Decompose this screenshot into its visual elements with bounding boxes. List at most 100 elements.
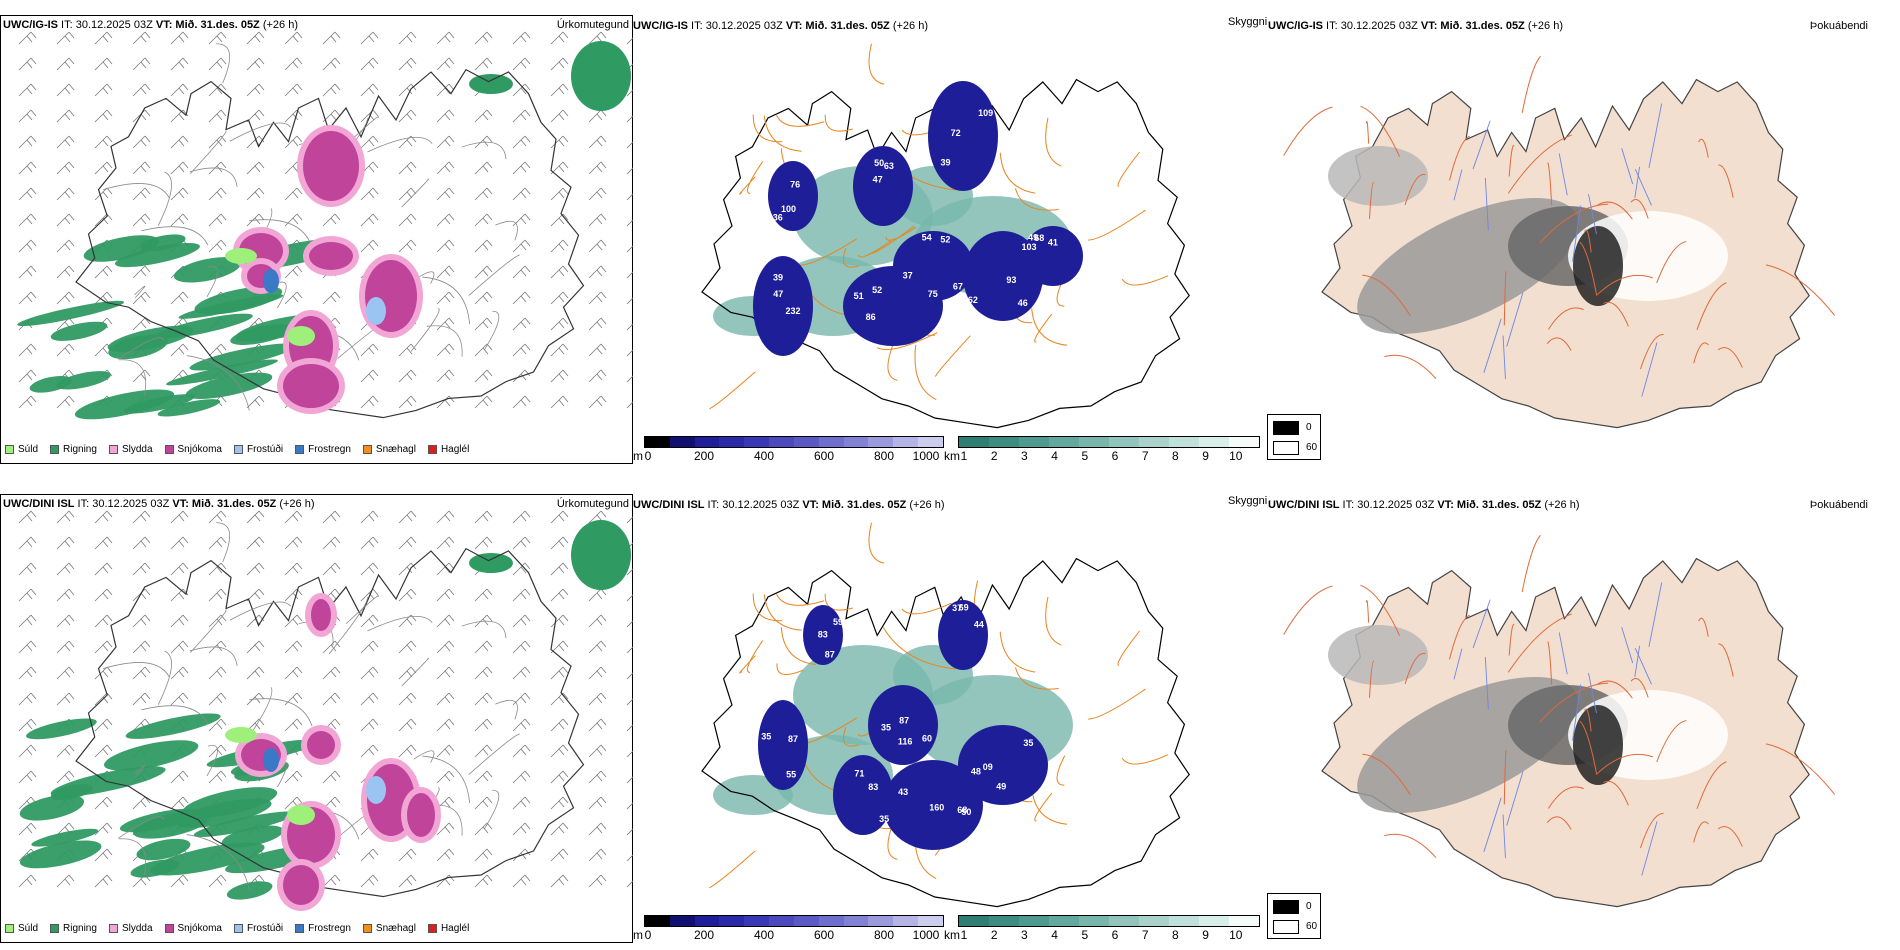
ceiling-height-label: 75 <box>928 289 938 299</box>
ceiling-visibility-map-panel: UWC/DINI ISL IT: 30.12.2025 03Z VT: Mið.… <box>633 495 1267 915</box>
legend-label: Snjókoma <box>177 923 222 934</box>
model-name: UWC/DINI ISL <box>3 498 75 510</box>
colorbar-step <box>843 916 869 926</box>
fog-legend-dark-label: 0 <box>1306 901 1312 912</box>
legend-swatch <box>233 445 243 454</box>
colorbar-step <box>893 437 919 447</box>
legend-item: Rigning <box>50 444 97 455</box>
legend-swatch <box>295 445 305 454</box>
legend-label: Rigning <box>63 923 97 934</box>
wind-barbs <box>18 510 633 888</box>
ceiling-height-label: 47 <box>873 175 883 185</box>
fog-indicator-map <box>1283 55 1836 429</box>
colorbar-step <box>1169 437 1199 447</box>
fog-legend-light-swatch <box>1273 441 1299 455</box>
precip-type-legend: Súld Rigning Slydda Snjókoma Frostúði Frostre… <box>5 923 469 934</box>
ceiling-height-label: 60 <box>922 733 932 743</box>
colorbar-tick: 4 <box>1051 928 1058 942</box>
legend-item: Snæhagl <box>362 923 416 934</box>
fog-shading <box>1328 146 1728 335</box>
colorbar-tick: 1 <box>960 449 968 463</box>
colorbar-step <box>1019 437 1049 447</box>
ceiling-visibility-map-panel: UWC/IG-IS IT: 30.12.2025 03Z VT: Mið. 31… <box>633 16 1268 436</box>
precip-type-map-panel: UWC/DINI ISL IT: 30.12.2025 03Z VT: Mið.… <box>0 494 633 943</box>
ceiling-height-label: 39 <box>773 273 783 283</box>
colorbar-step <box>793 437 819 447</box>
vis-panel-title: Skyggni <box>1228 16 1268 28</box>
legend-item: Frostregn <box>295 923 351 934</box>
legend-swatch <box>362 445 372 454</box>
colorbar-tick: 4 <box>1051 449 1058 463</box>
lead-time: (+26 h) <box>889 20 928 32</box>
colorbar-step <box>1079 916 1109 926</box>
lead-time: (+26 h) <box>906 499 945 511</box>
model-name: UWC/DINI ISL <box>1268 499 1340 511</box>
road-network <box>1283 534 1836 859</box>
lead-time: (+26 h) <box>259 19 298 31</box>
precip-type-map-panel: UWC/IG-IS IT: 30.12.2025 03Z VT: Mið. 31… <box>0 15 633 464</box>
ceiling-height-label: 100 <box>781 204 796 214</box>
legend-item: Snjókoma <box>164 444 222 455</box>
colorbar-step <box>918 437 943 447</box>
ceiling-height-label: 52 <box>872 285 882 295</box>
colorbar-tick: 3 <box>1021 928 1028 942</box>
colorbar-tick: 7 <box>1141 449 1149 463</box>
ceiling-height-label: 09 <box>983 762 993 772</box>
legend-item: Haglél <box>427 923 469 934</box>
precip-type-map <box>17 31 633 420</box>
colorbar-step <box>1019 916 1049 926</box>
coastline <box>701 557 1190 908</box>
legend-item: Snjókoma <box>164 923 222 934</box>
legend-item: Haglél <box>427 444 470 455</box>
legend-label: Súld <box>18 923 39 934</box>
init-time: IT: 30.12.2025 03Z <box>1323 20 1421 32</box>
fog-legend-light-label: 60 <box>1306 921 1318 932</box>
colorbar-tick: 800 <box>873 928 895 942</box>
ceiling-height-label: 109 <box>978 108 993 118</box>
fog-legend-light-swatch <box>1273 920 1299 934</box>
legend-item: Frostúði <box>233 444 283 455</box>
legend-item: Slydda <box>108 923 153 934</box>
lead-time: (+26 h) <box>1524 20 1563 32</box>
colorbar-step <box>843 437 869 447</box>
ceiling-height-labels: 60 68 35 44 71 55 59 35 160 49 69 83 87 87 116 43 48 37 35… <box>761 602 1033 824</box>
colorbar-tick: 2 <box>990 928 998 942</box>
ceiling-height-label: 39 <box>941 157 951 167</box>
snow-areas <box>225 593 441 911</box>
colorbar-step <box>893 916 919 926</box>
ceiling-height-label: 55 <box>786 769 796 779</box>
river-network <box>1453 582 1663 876</box>
legend-swatch <box>5 924 14 933</box>
init-time: IT: 30.12.2025 03Z <box>58 19 156 31</box>
legend-label: Súld <box>18 444 39 455</box>
legend-item: Rigning <box>50 923 97 934</box>
legend-swatch <box>50 924 60 933</box>
valid-time: VT: Mið. 31.des. 05Z <box>155 19 260 31</box>
fog-legend-light-label: 60 <box>1306 442 1318 453</box>
colorbar-tick: 10 <box>1229 928 1243 942</box>
model-name: UWC/IG-IS <box>633 20 688 32</box>
legend-label: Haglél <box>440 444 470 455</box>
colorbar-tick: 5 <box>1081 449 1089 463</box>
colorbar-step <box>918 916 943 926</box>
colorbar-tick: 1000 <box>912 928 940 942</box>
precip-panel-title: Úrkomutegund <box>556 498 629 510</box>
fog-indicator-map <box>1283 534 1836 908</box>
snow-areas <box>225 125 423 414</box>
fog-shading <box>1328 625 1728 814</box>
colorbar-step <box>769 916 794 926</box>
precip-panel-title: Úrkomutegund <box>556 19 629 31</box>
legend-swatch <box>108 445 118 454</box>
fog-panel-title: Þokuábendi <box>1809 20 1868 32</box>
fog-legend: 0 60 <box>1267 414 1321 460</box>
model-name: UWC/IG-IS <box>3 19 58 31</box>
legend-label: Frostregn <box>308 444 351 455</box>
colorbar-step <box>818 437 844 447</box>
legend-swatch <box>164 445 174 454</box>
colorbar-step <box>1109 437 1139 447</box>
ceiling-height-label: 87 <box>825 649 835 659</box>
visibility-colorbar <box>958 436 1260 448</box>
coastline <box>701 78 1190 429</box>
ceiling-colorbar <box>644 436 944 448</box>
colorbar-tick: 1000 <box>912 449 940 463</box>
